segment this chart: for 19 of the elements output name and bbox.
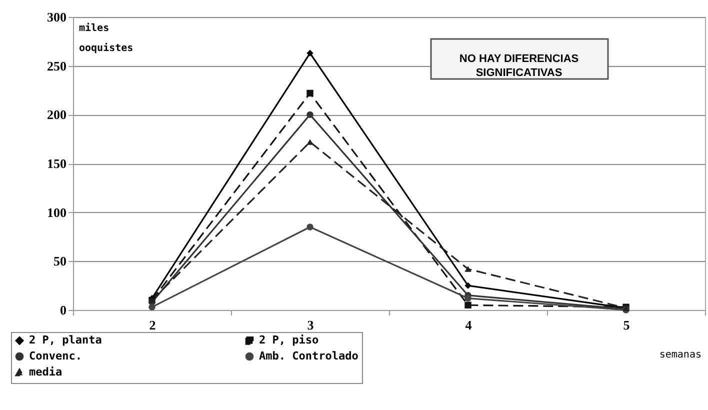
x-tick-label: 4 — [465, 318, 472, 332]
legend-label: 2 P, piso — [259, 334, 319, 347]
legend-label: media — [29, 366, 62, 378]
y-axis-title: miles ooquistes — [79, 22, 134, 54]
y-tick-label: 300 — [47, 10, 66, 24]
legend-label: Convenc. — [29, 350, 82, 362]
x-axis-title: semanas — [659, 350, 702, 360]
x-tick-label: 2 — [149, 318, 156, 332]
x-tick-label: 5 — [623, 318, 630, 332]
x-tick-label: 3 — [307, 318, 314, 332]
y-tick-label: 150 — [47, 156, 66, 171]
legend-label: 2 P, planta — [29, 334, 102, 347]
y-tick-label: 100 — [47, 204, 66, 220]
y-tick-label: 0 — [60, 302, 66, 318]
annotation: NO HAY DIFERENCIAS SIGNIFICATIVAS — [459, 53, 579, 79]
legend-label: Amb. Controlado — [259, 350, 359, 362]
y-tick-label: 200 — [47, 107, 66, 122]
y-tick-label: 50 — [54, 254, 66, 269]
y-tick-label: 250 — [47, 58, 66, 74]
